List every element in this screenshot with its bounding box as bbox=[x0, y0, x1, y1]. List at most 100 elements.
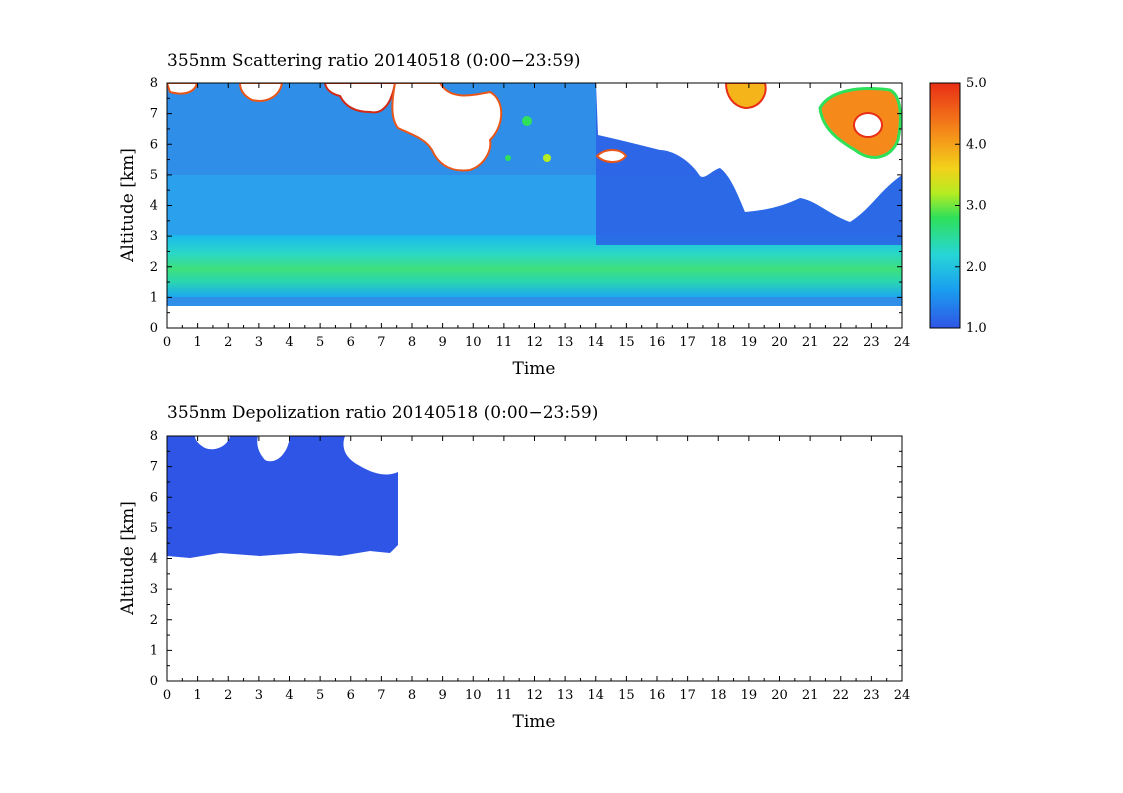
x-tick-label: 12 bbox=[526, 335, 543, 350]
cloud-7 bbox=[522, 116, 532, 126]
y-tick-label: 8 bbox=[150, 76, 158, 91]
y-tick-label: 6 bbox=[150, 137, 158, 152]
x-tick-label: 24 bbox=[894, 688, 911, 703]
x-tick-label: 2 bbox=[224, 688, 232, 703]
cloud-contours bbox=[167, 83, 902, 172]
y-tick-label: 1 bbox=[150, 290, 158, 305]
x-tick-label: 20 bbox=[771, 335, 788, 350]
x-tick-label: 11 bbox=[496, 335, 513, 350]
panel2-x-axis: 0 1 2 3 4 5 6 7 8 9 10 11 12 13 14 15 16 17 18 19 20 21 22 23 24 bbox=[163, 436, 910, 703]
x-tick-label: 1 bbox=[193, 688, 201, 703]
scattering-heatmap bbox=[167, 83, 902, 328]
x-tick-label: 19 bbox=[741, 688, 758, 703]
x-tick-label: 17 bbox=[679, 688, 696, 703]
y-tick-label: 6 bbox=[150, 490, 158, 505]
x-tick-label: 21 bbox=[802, 688, 819, 703]
cloud-8 bbox=[505, 155, 511, 161]
no-data-lower bbox=[167, 306, 902, 328]
y-tick-label: 1 bbox=[150, 643, 158, 658]
colorbar-tick-label: 5.0 bbox=[966, 76, 987, 91]
x-tick-label: 5 bbox=[316, 688, 324, 703]
x-tick-label: 7 bbox=[377, 335, 385, 350]
x-tick-label: 4 bbox=[285, 335, 293, 350]
panel1-y-axis: 0 1 2 3 4 5 6 7 8 bbox=[150, 76, 902, 336]
y-tick-label: 2 bbox=[150, 260, 158, 275]
x-tick-label: 10 bbox=[465, 688, 482, 703]
x-tick-label: 18 bbox=[710, 688, 727, 703]
x-tick-label: 3 bbox=[255, 688, 263, 703]
colorbar-tick-label: 4.0 bbox=[966, 137, 987, 152]
x-tick-label: 0 bbox=[163, 688, 171, 703]
y-tick-label: 4 bbox=[150, 552, 158, 567]
depol-data-region bbox=[167, 436, 398, 558]
x-tick-label: 8 bbox=[408, 335, 416, 350]
colorbar-tick-label: 2.0 bbox=[966, 260, 987, 275]
panel2-y-axis: 0 1 2 3 4 5 6 7 8 bbox=[150, 429, 902, 689]
x-tick-label: 0 bbox=[163, 335, 171, 350]
x-tick-label: 3 bbox=[255, 335, 263, 350]
y-tick-label: 5 bbox=[150, 168, 158, 183]
colorbar-tick-label: 1.0 bbox=[966, 321, 987, 336]
x-tick-label: 9 bbox=[438, 335, 446, 350]
scattering-ratio-panel: 355nm Scattering ratio 20140518 (0:00−23… bbox=[118, 51, 987, 379]
x-tick-label: 7 bbox=[377, 688, 385, 703]
x-tick-label: 18 bbox=[710, 335, 727, 350]
x-tick-label: 20 bbox=[771, 688, 788, 703]
x-tick-label: 15 bbox=[618, 335, 635, 350]
y-tick-label: 2 bbox=[150, 613, 158, 628]
x-tick-label: 2 bbox=[224, 335, 232, 350]
x-tick-label: 14 bbox=[587, 335, 604, 350]
x-tick-label: 22 bbox=[832, 335, 849, 350]
x-tick-label: 10 bbox=[465, 335, 482, 350]
x-tick-label: 19 bbox=[741, 335, 758, 350]
x-tick-label: 22 bbox=[832, 688, 849, 703]
cloud-1 bbox=[238, 83, 284, 102]
colorbar-ticks: 1.0 2.0 3.0 4.0 5.0 bbox=[955, 76, 987, 336]
depolarization-heatmap bbox=[167, 436, 398, 558]
x-tick-label: 6 bbox=[347, 688, 355, 703]
x-tick-label: 5 bbox=[316, 335, 324, 350]
x-tick-label: 15 bbox=[618, 688, 635, 703]
x-tick-label: 8 bbox=[408, 688, 416, 703]
cloud-2 bbox=[323, 83, 397, 114]
x-tick-label: 13 bbox=[557, 335, 574, 350]
panel1-ylabel: Altitude [km] bbox=[118, 148, 138, 263]
cloud-5 bbox=[724, 83, 767, 110]
depol-gaps bbox=[195, 436, 398, 475]
x-tick-label: 17 bbox=[679, 335, 696, 350]
y-tick-label: 5 bbox=[150, 521, 158, 536]
x-tick-label: 16 bbox=[649, 335, 666, 350]
panel1-xlabel: Time bbox=[513, 359, 556, 379]
x-tick-label: 24 bbox=[894, 335, 911, 350]
x-tick-label: 23 bbox=[863, 688, 880, 703]
y-tick-label: 3 bbox=[150, 582, 158, 597]
cloud-9 bbox=[543, 154, 551, 162]
panel1-title: 355nm Scattering ratio 20140518 (0:00−23… bbox=[167, 51, 581, 71]
y-tick-label: 3 bbox=[150, 229, 158, 244]
depolarization-ratio-panel: 355nm Depolization ratio 20140518 (0:00−… bbox=[118, 403, 910, 732]
x-tick-label: 4 bbox=[285, 688, 293, 703]
x-tick-label: 23 bbox=[863, 335, 880, 350]
y-tick-label: 4 bbox=[150, 199, 158, 214]
y-tick-label: 7 bbox=[150, 107, 158, 122]
x-tick-label: 9 bbox=[438, 688, 446, 703]
x-tick-label: 14 bbox=[587, 688, 604, 703]
y-tick-label: 0 bbox=[150, 321, 158, 336]
x-tick-label: 1 bbox=[193, 335, 201, 350]
y-tick-label: 7 bbox=[150, 460, 158, 475]
x-tick-label: 6 bbox=[347, 335, 355, 350]
cloud-3 bbox=[391, 83, 503, 172]
x-tick-label: 12 bbox=[526, 688, 543, 703]
x-tick-label: 16 bbox=[649, 688, 666, 703]
x-tick-label: 13 bbox=[557, 688, 574, 703]
x-tick-label: 21 bbox=[802, 335, 819, 350]
panel1-x-axis: 0 1 2 3 4 5 6 7 8 9 10 11 12 13 14 15 16 17 18 19 20 21 22 23 24 bbox=[163, 83, 910, 350]
colorbar: 1.0 2.0 3.0 4.0 5.0 bbox=[929, 76, 987, 336]
cloud-6-core bbox=[853, 112, 883, 138]
heatmap-aerosol-layer bbox=[167, 235, 902, 297]
cloud-4 bbox=[595, 149, 628, 163]
colorbar-tick-label: 3.0 bbox=[966, 199, 987, 214]
panel2-title: 355nm Depolization ratio 20140518 (0:00−… bbox=[167, 403, 598, 423]
x-tick-label: 11 bbox=[496, 688, 513, 703]
